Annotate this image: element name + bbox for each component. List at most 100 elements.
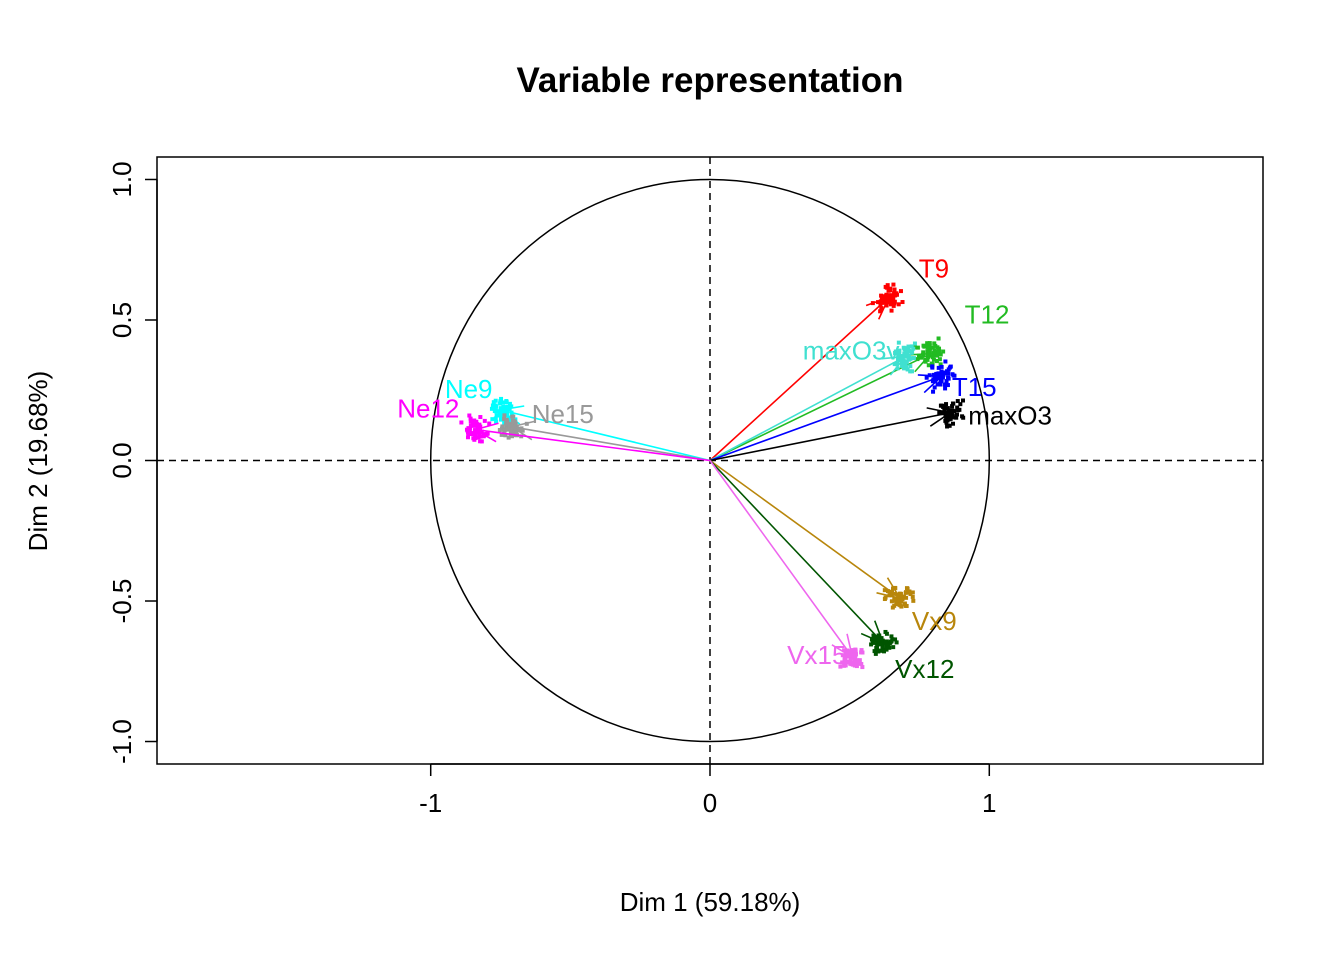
bootstrap-point [950,372,955,377]
bootstrap-point [892,362,897,367]
arrow-vx15 [709,460,854,658]
bootstrap-point [860,665,865,670]
bootstrap-point [904,590,909,595]
bootstrap-point [842,657,847,662]
bootstrap-point [916,353,921,358]
bootstrap-point [932,385,937,390]
bootstrap-point [882,597,887,602]
bootstrap-point [499,396,504,401]
bootstrap-point [882,588,887,593]
bootstrap-point [891,645,896,650]
bootstrap-point [935,382,940,387]
bootstrap-point [878,299,883,304]
bootstrap-point [511,422,516,427]
bootstrap-point [895,597,900,602]
bootstrap-point [874,636,879,641]
bootstrap-point [931,389,936,394]
bootstrap-point [878,648,883,653]
bootstrap-point [947,365,952,370]
arrow-vx12 [709,459,884,644]
bootstrap-point [927,348,932,353]
bootstrap-point [955,399,960,404]
bootstrap-point [860,650,865,655]
x-tick-label: -1 [419,788,442,818]
bootstrap-point [507,418,512,423]
bootstrap-point [903,360,908,365]
bootstrap-point [885,589,890,594]
bootstrap-point [465,428,470,433]
bootstrap-point [936,365,941,370]
bootstrap-point [884,631,889,636]
bootstrap-point [950,401,955,406]
bootstrap-point [842,648,847,653]
bootstrap-point [481,434,486,439]
label-t15: T15 [952,372,997,402]
bootstrap-point [891,293,896,298]
bootstrap-point [890,605,895,610]
bootstrap-point [869,642,874,647]
bootstrap-point [853,656,858,661]
bootstrap-point [851,662,856,667]
bootstrap-point [891,282,896,287]
bootstrap-point [942,410,947,415]
bootstrap-point [478,424,483,429]
bootstrap-point [946,371,951,376]
bootstrap-point [502,416,507,421]
arrow-t9 [709,296,890,462]
arrowhead-t15 [917,374,944,394]
bootstrap-point [898,289,903,294]
bootstrap-point [904,604,909,609]
bootstrap-point [904,346,909,351]
bootstrap-point [878,309,883,314]
bootstrap-point [499,415,504,420]
bootstrap-point [941,349,946,354]
bootstrap-point [871,633,876,638]
bootstrap-point [894,640,899,645]
bootstrap-point [498,401,503,406]
bootstrap-point [852,660,857,665]
bootstrap-point [859,661,864,666]
bootstrap-point [881,647,886,652]
bootstrap-point [932,375,937,380]
bootstrap-point [937,357,942,362]
bootstrap-point [479,439,484,444]
bootstrap-point [891,586,896,591]
bootstrap-point [933,343,938,348]
bootstrap-point [497,428,502,433]
bootstrap-point [910,594,915,599]
bootstrap-point [504,417,509,422]
arrow-ne15 [511,425,711,462]
bootstrap-point [943,359,948,364]
bootstrap-point [500,411,505,416]
bootstrap-point [945,418,950,423]
label-maxo3v: maxO3v [803,336,900,366]
bootstrap-point [936,336,941,341]
bootstrap-point [939,369,944,374]
bootstrap-point [932,341,937,346]
y-tick-label: 1.0 [107,161,137,197]
bootstrap-point [854,664,859,669]
bootstrap-point [906,347,911,352]
bootstrap-point [904,364,909,369]
bootstrap-point [948,416,953,421]
bootstrap-point [937,410,942,415]
bootstrap-point [855,661,860,666]
arrowhead-t12 [906,352,933,373]
bootstrap-point [504,407,509,412]
bootstrap-point [883,284,888,289]
y-axis-label: Dim 2 (19.68%) [23,371,53,552]
bootstrap-point [479,429,484,434]
bootstrap-point [909,344,914,349]
bootstrap-point [889,308,894,313]
arrowhead-vx12 [860,620,885,645]
bootstrap-point [942,370,947,375]
bootstrap-point [946,375,951,380]
bootstrap-point [954,415,959,420]
bootstrap-point [876,649,881,654]
bootstrap-point [900,363,905,368]
label-t9: T9 [919,254,949,284]
bootstrap-point [894,292,899,297]
bootstrap-point [937,346,942,351]
bootstrap-point [897,352,902,357]
bootstrap-point [946,413,951,418]
